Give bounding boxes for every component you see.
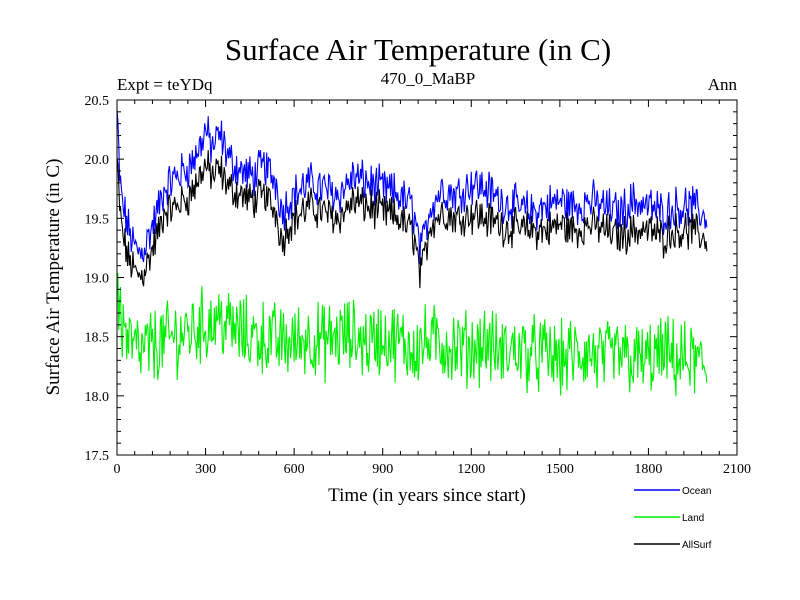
y-tick-label: 19.5: [85, 212, 110, 227]
x-axis: 0 300 600 900 1200 1500 1800 2100: [114, 100, 751, 477]
y-tick-label: 18.0: [85, 390, 110, 405]
x-tick-label: 1200: [457, 462, 485, 477]
y-tick-label: 18.5: [85, 331, 110, 346]
period-label: 470_0_MaBP: [381, 69, 475, 88]
y-tick-label: 17.5: [85, 449, 110, 464]
y-axis: 17.5 18.0 18.5 19.0 19.5 20.0 20.5: [85, 94, 737, 464]
x-tick-label: 900: [372, 462, 393, 477]
chart-title: Surface Air Temperature (in C): [225, 32, 611, 67]
season-label: Ann: [708, 75, 738, 94]
legend-label-ocean: Ocean: [682, 486, 711, 497]
x-tick-label: 300: [195, 462, 216, 477]
x-tick-label: 0: [114, 462, 121, 477]
legend: Ocean Land AllSurf: [634, 486, 712, 551]
y-tick-label: 20.0: [85, 153, 110, 168]
series-line-land: [116, 273, 708, 397]
x-tick-label: 2100: [723, 462, 751, 477]
x-tick-label: 1800: [634, 462, 662, 477]
legend-label-land: Land: [682, 513, 704, 524]
x-tick-label: 1500: [546, 462, 574, 477]
legend-label-allsurf: AllSurf: [682, 540, 712, 551]
experiment-label: Expt = teYDq: [117, 75, 213, 94]
x-tick-label: 600: [284, 462, 305, 477]
y-tick-label: 19.0: [85, 272, 110, 287]
y-axis-label: Surface Air Temperature (in C): [43, 159, 64, 396]
plot-series: [116, 109, 708, 397]
series-line-allsurf: [116, 150, 708, 289]
x-axis-label: Time (in years since start): [328, 485, 526, 506]
plot-frame: [116, 99, 738, 456]
y-tick-label: 20.5: [85, 94, 110, 109]
series-line-ocean: [116, 109, 708, 265]
